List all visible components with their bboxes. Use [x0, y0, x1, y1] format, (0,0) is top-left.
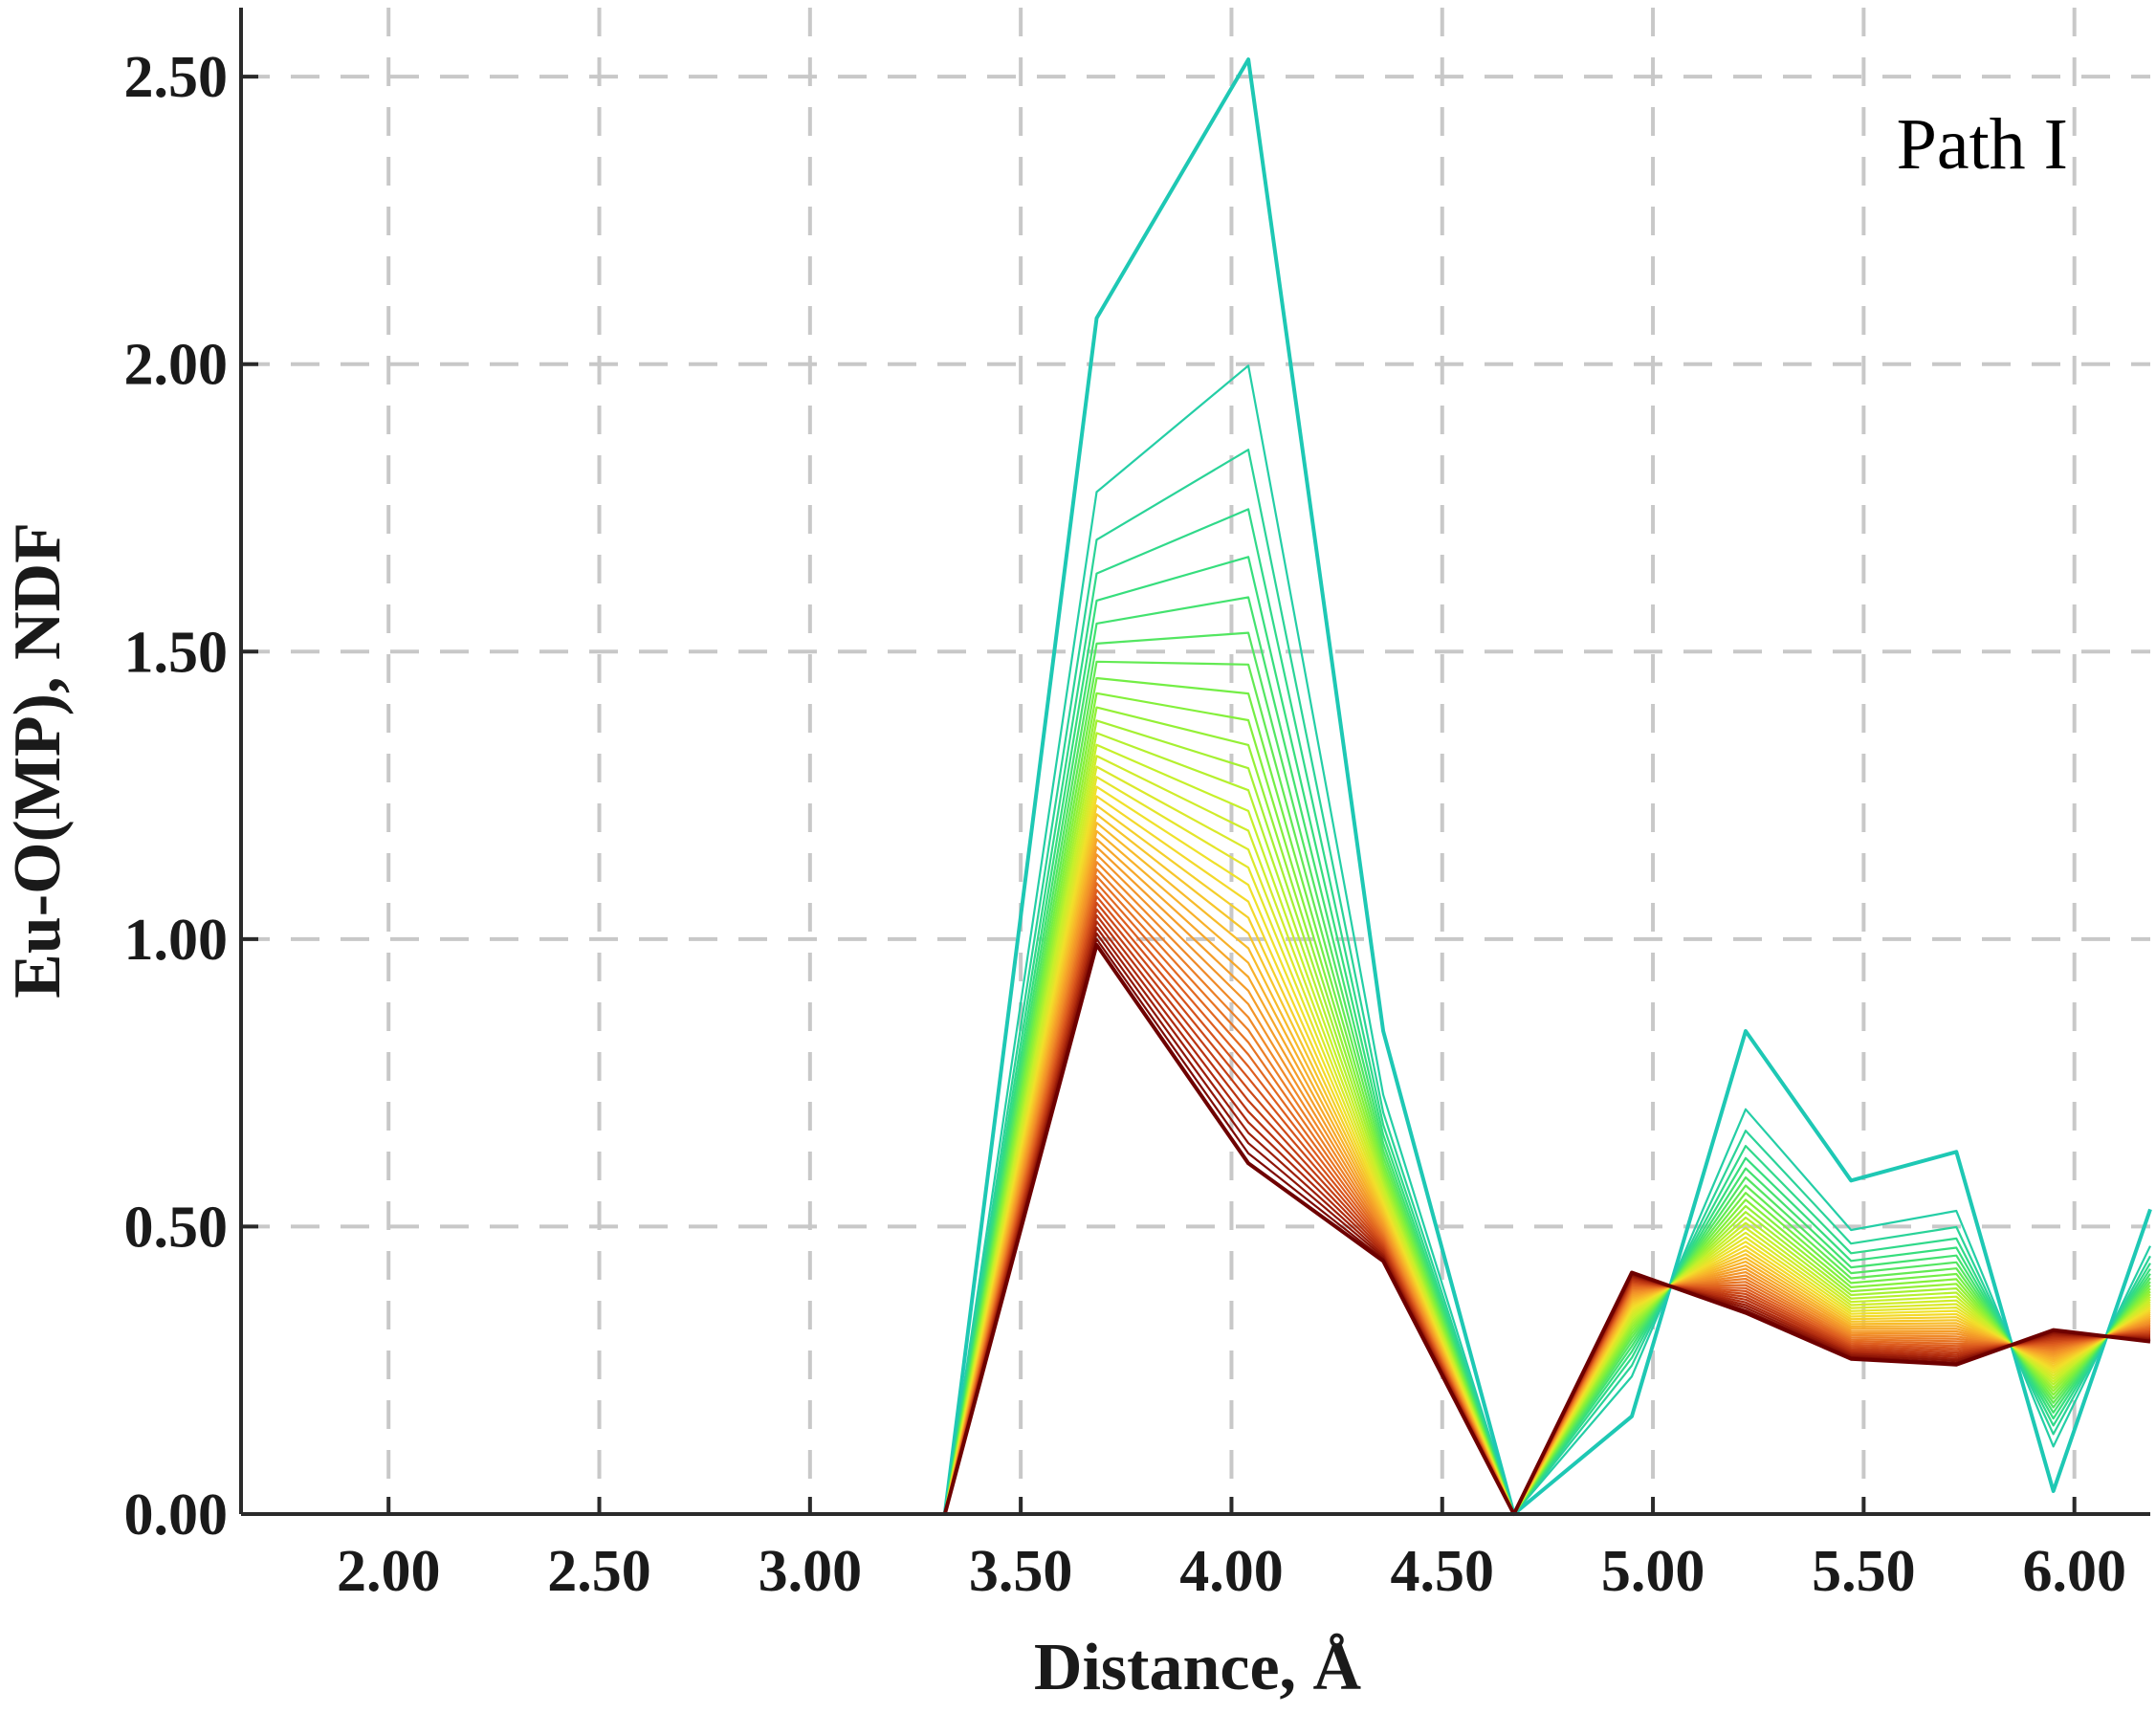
axes: [239, 8, 2150, 1516]
series-lines: [241, 57, 2152, 1516]
x-tick-label: 2.00: [337, 1539, 441, 1604]
series-line: [241, 556, 2151, 1516]
y-tick-label: 0.50: [124, 1195, 229, 1260]
y-tick-label: 2.50: [124, 45, 229, 110]
y-tick-label: 1.50: [124, 620, 229, 685]
x-tick-label: 3.50: [969, 1539, 1073, 1604]
series-line: [241, 449, 2151, 1516]
series-line: [241, 57, 2152, 1516]
x-axis-ticks: 2.00 2.50 3.00 3.50 4.00 4.50 5.00 5.50 6.00: [337, 1497, 2126, 1604]
series-line: [241, 364, 2151, 1516]
grid-lines: [241, 8, 2150, 1514]
series-line: [241, 942, 2151, 1516]
y-tick-label: 2.00: [124, 333, 229, 398]
y-tick-label: 1.00: [124, 908, 229, 973]
series-line: [241, 596, 2151, 1516]
x-tick-label: 4.00: [1179, 1539, 1284, 1604]
x-tick-label: 4.50: [1391, 1539, 1495, 1604]
y-axis-ticks: 0.00 0.50 1.00 1.50 2.00 2.50: [124, 45, 258, 1548]
x-tick-label: 6.00: [2022, 1539, 2126, 1604]
x-tick-label: 2.50: [547, 1539, 651, 1604]
path-annotation: Path I: [1897, 104, 2068, 185]
x-axis-title: Distance, Å: [1034, 1631, 1362, 1704]
x-tick-label: 5.00: [1601, 1539, 1705, 1604]
series-line: [241, 631, 2151, 1516]
x-tick-label: 3.00: [759, 1539, 863, 1604]
y-axis-title: Eu-O(MP), NDF: [1, 522, 75, 999]
y-tick-label: 0.00: [124, 1482, 229, 1548]
x-tick-label: 5.50: [1812, 1539, 1916, 1604]
series-line: [241, 508, 2151, 1516]
